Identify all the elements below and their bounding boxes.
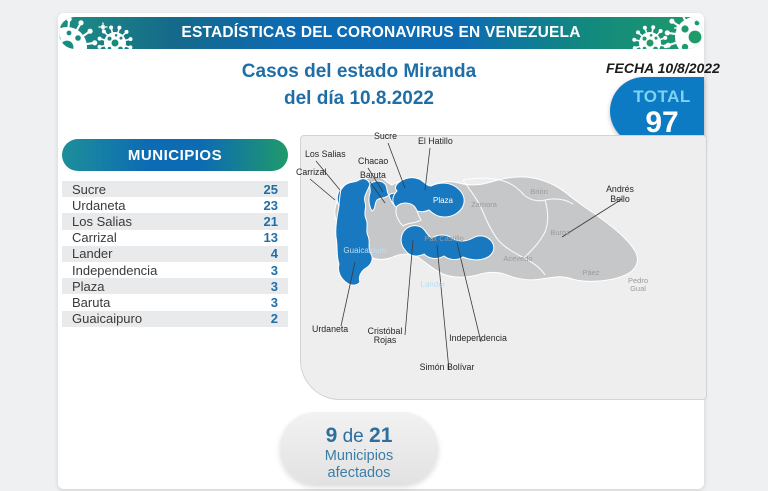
svg-text:Independencia: Independencia (449, 333, 507, 343)
svg-text:Carrizal: Carrizal (296, 167, 326, 177)
svg-text:Guaicaipuro: Guaicaipuro (343, 246, 387, 255)
svg-text:Urdaneta: Urdaneta (312, 324, 348, 334)
svg-text:Rojas: Rojas (374, 335, 397, 345)
svg-text:Gual: Gual (630, 284, 646, 293)
svg-text:Los Salias: Los Salias (305, 149, 346, 159)
svg-text:Pax Castillo: Pax Castillo (424, 234, 464, 243)
svg-text:Acevedo: Acevedo (503, 254, 532, 263)
svg-text:Simón Bolívar: Simón Bolívar (420, 362, 475, 372)
svg-text:Páez: Páez (582, 268, 599, 277)
svg-text:El Hatillo: El Hatillo (418, 136, 453, 146)
svg-text:Buroz: Buroz (550, 228, 570, 237)
svg-text:Lander: Lander (421, 280, 446, 289)
svg-text:Zamora: Zamora (471, 200, 498, 209)
svg-text:Sucre: Sucre (374, 131, 397, 141)
svg-text:Brión: Brión (530, 187, 548, 196)
svg-text:Baruta: Baruta (360, 170, 386, 180)
svg-text:Chacao: Chacao (358, 156, 388, 166)
svg-text:Andrés: Andrés (606, 184, 634, 194)
svg-text:Plaza: Plaza (433, 196, 454, 205)
svg-text:Bello: Bello (610, 194, 630, 204)
